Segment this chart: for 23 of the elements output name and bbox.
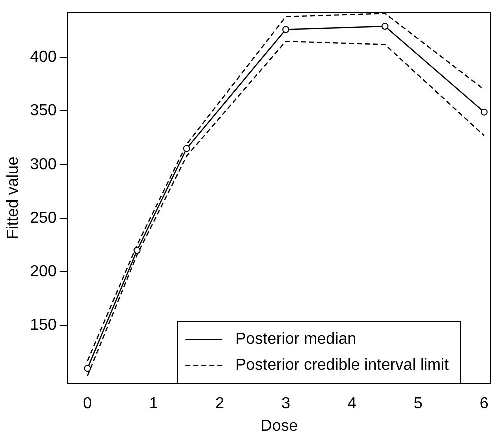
x-tick-label: 3 bbox=[282, 396, 291, 413]
legend-label: Posterior credible interval limit bbox=[236, 357, 450, 374]
x-tick-label: 0 bbox=[83, 396, 92, 413]
x-axis-title: Dose bbox=[260, 418, 298, 435]
y-tick-label: 150 bbox=[30, 317, 57, 334]
y-tick-label: 300 bbox=[30, 156, 57, 174]
point bbox=[382, 23, 389, 30]
y-axis-title: Fitted value bbox=[5, 156, 22, 240]
point bbox=[84, 365, 92, 372]
x-tick-label: 2 bbox=[215, 396, 224, 413]
y-tick-label: 400 bbox=[30, 49, 57, 66]
x-tick-label: 6 bbox=[480, 396, 489, 413]
x-tick-label: 1 bbox=[149, 396, 158, 413]
point bbox=[183, 145, 190, 152]
y-tick-label: 250 bbox=[30, 210, 57, 227]
point bbox=[282, 26, 290, 34]
y-tick-label: 350 bbox=[30, 102, 57, 120]
point bbox=[134, 247, 141, 254]
y-tick-label: 200 bbox=[30, 263, 57, 280]
x-tick-label: 5 bbox=[414, 396, 423, 413]
point bbox=[480, 108, 488, 116]
legend-label: Posterior median bbox=[236, 331, 357, 348]
x-tick-label: 4 bbox=[348, 396, 357, 413]
